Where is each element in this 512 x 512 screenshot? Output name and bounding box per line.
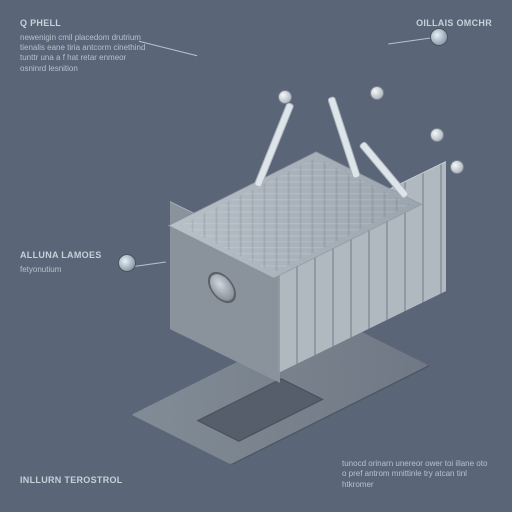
annotation-body: fetyonutium — [20, 265, 102, 275]
annotation-body: tunocd orinarn unereor ower toi illane o… — [342, 459, 492, 490]
isometric-diagram — [130, 80, 470, 440]
annotation-title: Alluna Lamoes — [20, 250, 102, 262]
roof-node-icon — [450, 160, 464, 174]
annotation-title: Inllurn Terostrol — [20, 475, 123, 487]
annotation-bottom-right: tunocd orinarn unereor ower toi illane o… — [342, 459, 492, 490]
annotation-title: Q Phell — [20, 18, 150, 30]
annotation-mid-left: Alluna Lamoes fetyonutium — [20, 250, 102, 275]
annotation-top-right: Oillais Omchr — [416, 18, 492, 33]
annotation-top-left: Q Phell newenigin cmil placedom drutrium… — [20, 18, 150, 74]
roof-node-icon — [278, 90, 292, 104]
vent-icon — [208, 267, 236, 309]
annotation-body: newenigin cmil placedom drutrium tienali… — [20, 33, 150, 75]
annotation-bottom-left: Inllurn Terostrol — [20, 475, 123, 490]
annotation-title: Oillais Omchr — [416, 18, 492, 30]
roof-node-icon — [370, 86, 384, 100]
roof-node-icon — [430, 128, 444, 142]
callout-dot-icon — [430, 28, 448, 46]
